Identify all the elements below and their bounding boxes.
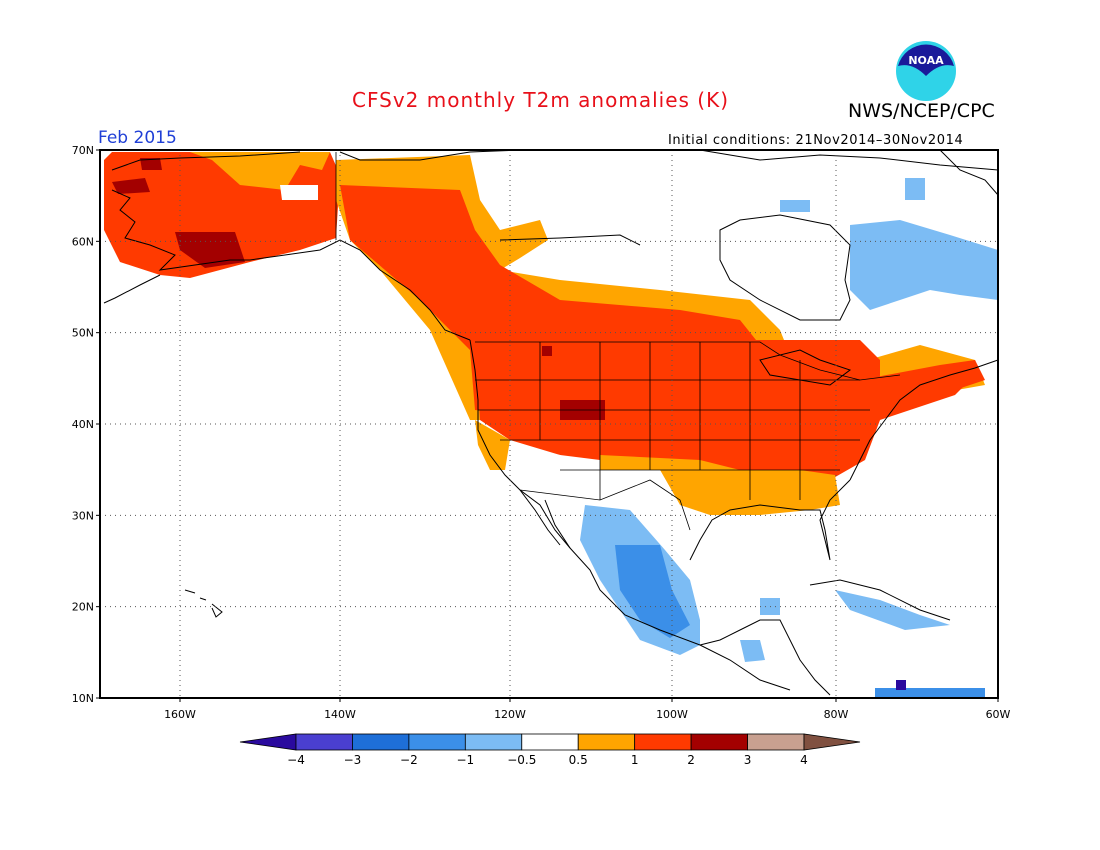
legend-swatch xyxy=(634,733,692,751)
legend-tick-label: −1 xyxy=(456,753,474,767)
legend-tick-label: 1 xyxy=(631,753,639,767)
legend-swatch xyxy=(295,733,353,751)
lat-label: 20N xyxy=(72,601,94,614)
california-orange xyxy=(475,420,510,470)
quebec-cool xyxy=(850,220,998,310)
borders xyxy=(335,152,901,531)
legend-swatch xyxy=(521,733,579,751)
forecast-month: Feb 2015 xyxy=(98,128,177,148)
mexico-cool-mid xyxy=(615,545,690,638)
legend-swatch xyxy=(352,733,410,751)
central-america-cool xyxy=(740,640,765,662)
state-grid xyxy=(475,342,870,500)
lat-label: 60N xyxy=(72,235,94,248)
lon-label: 80W xyxy=(824,708,849,721)
legend-tick-label: 2 xyxy=(687,753,695,767)
gulf-coast xyxy=(689,479,851,561)
lat-label: 50N xyxy=(72,327,94,340)
greenland-edge xyxy=(939,149,999,196)
legend-arrow-low xyxy=(239,733,297,751)
new-england-red xyxy=(940,360,985,390)
lat-label: 70N xyxy=(72,144,94,157)
legend-tick-label: −4 xyxy=(287,753,305,767)
hudson-bay xyxy=(719,214,851,321)
canada-north-coast xyxy=(339,149,999,246)
initial-conditions: Initial conditions: 21Nov2014–30Nov2014 xyxy=(668,133,964,148)
lat-label: 10N xyxy=(72,692,94,705)
legend-tick-label: −2 xyxy=(400,753,418,767)
lon-label: 60W xyxy=(986,708,1011,721)
alaska-coast xyxy=(111,151,471,341)
legend-tick-label: −3 xyxy=(344,753,362,767)
southwest-neutral xyxy=(510,445,680,520)
west-coast xyxy=(469,339,791,691)
legend-swatch xyxy=(690,733,748,751)
noaa-logo: NOAA xyxy=(896,41,956,101)
south-caribbean-cool xyxy=(875,688,985,698)
south-caribbean-dark xyxy=(896,680,906,690)
lon-label: 100W xyxy=(656,708,688,721)
legend-arrow-high xyxy=(803,733,861,751)
alaska-peninsula xyxy=(103,274,161,304)
baja xyxy=(519,489,571,549)
baffin-cool xyxy=(905,178,925,200)
plot-frame xyxy=(99,149,999,699)
east-coast xyxy=(849,359,999,481)
lon-label: 120W xyxy=(494,708,526,721)
anomaly-fields xyxy=(104,152,998,698)
alaska-inner-white xyxy=(280,185,318,200)
hawaii xyxy=(184,589,223,618)
hudson-cool xyxy=(780,200,810,212)
alaska-dark-red xyxy=(175,232,245,268)
legend-tick-label: 3 xyxy=(744,753,752,767)
caribbean-cool xyxy=(835,590,950,630)
longitude-labels: 160W 140W 120W 100W 80W 60W xyxy=(164,708,1010,721)
montana-dark-red xyxy=(542,346,552,356)
coastlines xyxy=(103,149,999,696)
chart-title: CFSv2 monthly T2m anomalies (K) xyxy=(352,88,729,112)
legend-tick-label: 0.5 xyxy=(569,753,588,767)
alaska-dark-red-north xyxy=(140,158,162,170)
legend-swatch xyxy=(577,733,636,751)
legend-swatch xyxy=(747,733,805,751)
logo-text: NOAA xyxy=(908,54,944,67)
central-america xyxy=(699,619,831,696)
latitude-labels: 70N 60N 50N 40N 30N 20N 10N xyxy=(72,144,94,705)
alaska-outer-orange xyxy=(190,152,330,190)
lon-label: 140W xyxy=(324,708,356,721)
legend-tick-label: 4 xyxy=(800,753,808,767)
lon-label: 160W xyxy=(164,708,196,721)
legend-swatch xyxy=(464,733,523,751)
color-legend-labels: −4 −3 −2 −1 −0.5 0.5 1 2 3 4 xyxy=(287,753,808,767)
lat-label: 30N xyxy=(72,509,94,522)
us-mexico-border xyxy=(519,479,691,531)
legend-tick-label: −0.5 xyxy=(507,753,536,767)
conus-red xyxy=(475,340,880,490)
legend-swatch xyxy=(408,733,466,751)
color-legend xyxy=(239,733,861,751)
agency-label: NWS/NCEP/CPC xyxy=(848,100,995,122)
alaska-dark-red-west xyxy=(112,178,150,194)
lat-label: 40N xyxy=(72,418,94,431)
great-lakes xyxy=(759,349,852,386)
cuba xyxy=(809,579,951,621)
